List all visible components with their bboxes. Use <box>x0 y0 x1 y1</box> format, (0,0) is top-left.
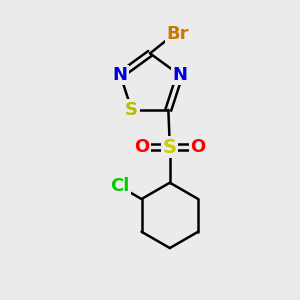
Text: N: N <box>172 66 187 84</box>
Text: S: S <box>163 137 177 157</box>
Text: S: S <box>125 101 138 119</box>
Text: Br: Br <box>167 25 189 43</box>
Text: O: O <box>134 138 149 156</box>
Text: Cl: Cl <box>110 177 129 195</box>
Text: N: N <box>113 66 128 84</box>
Text: O: O <box>190 138 206 156</box>
